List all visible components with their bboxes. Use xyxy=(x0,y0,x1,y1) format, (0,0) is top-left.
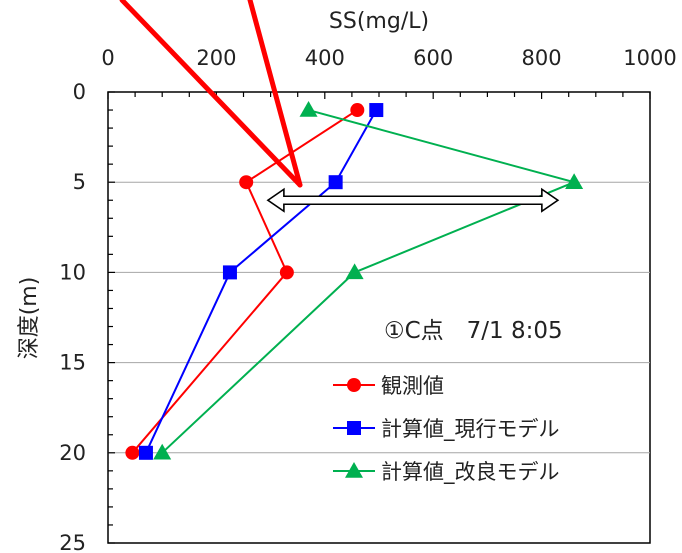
data-point xyxy=(369,103,384,118)
double-arrow xyxy=(266,187,560,213)
x-axis-label: SS(mg/L) xyxy=(329,9,429,34)
data-point xyxy=(345,263,364,280)
y-tick-label: 10 xyxy=(59,260,86,284)
legend-label: 計算値_現行モデル xyxy=(381,417,560,442)
double-arrow-shape xyxy=(266,187,560,213)
y-tick-label: 5 xyxy=(73,170,86,194)
legend-marker xyxy=(347,378,361,392)
legend-marker xyxy=(345,462,363,478)
data-point xyxy=(138,445,153,460)
legend-entry-3: 計算値_改良モデル xyxy=(333,460,560,485)
series-line xyxy=(161,109,578,454)
y-tick-label: 20 xyxy=(59,441,86,465)
x-tick-label: 800 xyxy=(522,46,562,70)
series-line xyxy=(145,109,378,454)
red-callout-line-right xyxy=(247,0,303,188)
y-tick-label: 15 xyxy=(59,351,86,375)
data-point xyxy=(279,265,294,280)
data-point xyxy=(328,175,343,190)
data-point xyxy=(222,265,237,280)
grid-lines xyxy=(108,181,650,454)
data-point xyxy=(350,103,365,118)
y-tick-label: 0 xyxy=(73,80,86,104)
data-point xyxy=(565,173,584,189)
legend-marker xyxy=(347,421,361,435)
series-group xyxy=(125,101,584,460)
legend-entry-1: 観測値 xyxy=(333,374,444,398)
legend-label: 観測値 xyxy=(381,374,444,398)
x-tick-label: 400 xyxy=(305,46,345,70)
data-point xyxy=(125,445,140,460)
y-tick-label: 25 xyxy=(59,531,86,553)
axis-ticks xyxy=(107,91,651,544)
series-line xyxy=(131,109,358,454)
series-2 xyxy=(138,103,384,460)
red-callout-lines xyxy=(119,0,303,188)
x-tick-label: 1000 xyxy=(623,46,676,70)
data-point xyxy=(239,175,254,190)
data-point xyxy=(299,101,318,117)
legend-entry-2: 計算値_現行モデル xyxy=(333,417,560,442)
y-axis-label: 深度(m) xyxy=(17,277,42,360)
y-tick-labels: 0 5 10 15 20 25 xyxy=(59,80,86,553)
station-annotation: ①C点 7/1 8:05 xyxy=(384,318,563,344)
series-1 xyxy=(125,103,365,460)
legend-label: 計算値_改良モデル xyxy=(381,460,560,485)
x-tick-label: 600 xyxy=(413,46,453,70)
series-3 xyxy=(153,101,584,460)
x-tick-label: 200 xyxy=(196,46,236,70)
x-tick-label: 0 xyxy=(101,46,114,70)
plot-area xyxy=(107,91,651,544)
red-callout-line-left xyxy=(119,0,303,188)
data-point xyxy=(153,443,172,460)
x-tick-labels: 0 200 400 600 800 1000 xyxy=(101,46,676,70)
